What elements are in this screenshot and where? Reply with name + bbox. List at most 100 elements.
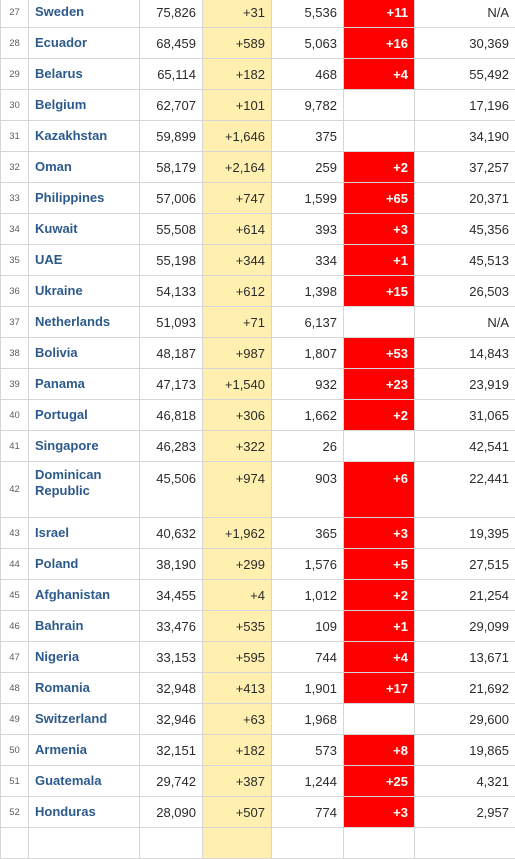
country-cell: Philippines [29, 183, 140, 214]
total-deaths-cell: 903 [272, 462, 344, 518]
new-cases-cell: +182 [203, 735, 272, 766]
rank-cell: 36 [1, 276, 29, 307]
country-cell: Armenia [29, 735, 140, 766]
country-cell: Kuwait [29, 214, 140, 245]
country-link[interactable]: Panama [35, 376, 85, 391]
new-deaths-cell: +23 [344, 369, 415, 400]
country-link[interactable]: Honduras [35, 804, 96, 819]
new-deaths-cell [344, 307, 415, 338]
rank-cell: 42 [1, 462, 29, 518]
total-cases-cell: 68,459 [140, 28, 203, 59]
country-link[interactable]: Poland [35, 556, 78, 571]
country-link[interactable]: Ecuador [35, 35, 87, 50]
country-link[interactable]: Afghanistan [35, 587, 110, 602]
new-deaths-cell: +3 [344, 797, 415, 828]
country-cell: Netherlands [29, 307, 140, 338]
new-deaths-cell: +65 [344, 183, 415, 214]
country-link[interactable]: Bolivia [35, 345, 78, 360]
country-link[interactable]: Dominican Republic [35, 467, 101, 498]
new-cases-cell: +4 [203, 580, 272, 611]
total-deaths-cell: 5,536 [272, 0, 344, 28]
new-cases-cell: +322 [203, 431, 272, 462]
table-row: 51 Guatemala 29,742 +387 1,244 +25 4,321 [1, 766, 515, 797]
recovered-cell: 14,843 [415, 338, 515, 369]
country-link[interactable]: Bahrain [35, 618, 83, 633]
recovered-cell: 45,356 [415, 214, 515, 245]
country-link[interactable]: Sweden [35, 4, 84, 19]
country-link[interactable]: Singapore [35, 438, 99, 453]
country-link[interactable]: UAE [35, 252, 62, 267]
total-deaths-cell: 1,662 [272, 400, 344, 431]
country-link[interactable]: Nigeria [35, 649, 79, 664]
country-link[interactable]: Belarus [35, 66, 83, 81]
total-cases-cell: 48,187 [140, 338, 203, 369]
new-deaths-cell: +15 [344, 276, 415, 307]
rank-cell: 33 [1, 183, 29, 214]
country-link[interactable]: Ukraine [35, 283, 83, 298]
country-link[interactable]: Portugal [35, 407, 88, 422]
country-link[interactable]: Netherlands [35, 314, 110, 329]
rank-cell: 29 [1, 59, 29, 90]
rank-cell: 43 [1, 518, 29, 549]
new-deaths-cell: +1 [344, 245, 415, 276]
country-link[interactable]: Israel [35, 525, 69, 540]
total-cases-cell: 46,283 [140, 431, 203, 462]
recovered-cell: 20,371 [415, 183, 515, 214]
new-cases-cell: +2,164 [203, 152, 272, 183]
total-deaths-cell: 26 [272, 431, 344, 462]
new-cases-cell: +507 [203, 797, 272, 828]
new-cases-cell: +1,646 [203, 121, 272, 152]
country-link[interactable]: Kazakhstan [35, 128, 107, 143]
country-link[interactable]: Guatemala [35, 773, 101, 788]
table-row: 36 Ukraine 54,133 +612 1,398 +15 26,503 [1, 276, 515, 307]
new-cases-cell: +595 [203, 642, 272, 673]
table-row: 39 Panama 47,173 +1,540 932 +23 23,919 [1, 369, 515, 400]
rank-cell: 47 [1, 642, 29, 673]
country-link[interactable]: Kuwait [35, 221, 78, 236]
table-row: 52 Honduras 28,090 +507 774 +3 2,957 [1, 797, 515, 828]
total-cases-cell [140, 828, 203, 859]
country-cell: Ecuador [29, 28, 140, 59]
country-link[interactable]: Switzerland [35, 711, 107, 726]
country-link[interactable]: Philippines [35, 190, 104, 205]
table-row: 31 Kazakhstan 59,899 +1,646 375 34,190 [1, 121, 515, 152]
rank-cell: 32 [1, 152, 29, 183]
new-cases-cell: +1,540 [203, 369, 272, 400]
recovered-cell: 37,257 [415, 152, 515, 183]
total-cases-cell: 65,114 [140, 59, 203, 90]
table-row: 34 Kuwait 55,508 +614 393 +3 45,356 [1, 214, 515, 245]
recovered-cell: 30,369 [415, 28, 515, 59]
country-cell: Bahrain [29, 611, 140, 642]
total-cases-cell: 33,476 [140, 611, 203, 642]
country-cell: Panama [29, 369, 140, 400]
total-deaths-cell: 932 [272, 369, 344, 400]
country-link[interactable]: Armenia [35, 742, 87, 757]
total-cases-cell: 62,707 [140, 90, 203, 121]
table-row: 32 Oman 58,179 +2,164 259 +2 37,257 [1, 152, 515, 183]
country-link[interactable]: Romania [35, 680, 90, 695]
country-cell: Oman [29, 152, 140, 183]
rank-cell: 49 [1, 704, 29, 735]
country-link[interactable]: Oman [35, 159, 72, 174]
total-cases-cell: 34,455 [140, 580, 203, 611]
table-row: 27 Sweden 75,826 +31 5,536 +11 N/A [1, 0, 515, 28]
new-cases-cell [203, 828, 272, 859]
new-deaths-cell: +4 [344, 59, 415, 90]
total-deaths-cell: 5,063 [272, 28, 344, 59]
new-deaths-cell [344, 121, 415, 152]
new-cases-cell: +387 [203, 766, 272, 797]
new-deaths-cell: +5 [344, 549, 415, 580]
country-link[interactable]: Belgium [35, 97, 86, 112]
country-cell [29, 828, 140, 859]
new-cases-cell: +987 [203, 338, 272, 369]
country-cell: Kazakhstan [29, 121, 140, 152]
total-deaths-cell: 774 [272, 797, 344, 828]
new-cases-cell: +31 [203, 0, 272, 28]
rank-cell: 50 [1, 735, 29, 766]
total-deaths-cell: 1,901 [272, 673, 344, 704]
rank-cell: 38 [1, 338, 29, 369]
new-deaths-cell: +11 [344, 0, 415, 28]
new-cases-cell: +63 [203, 704, 272, 735]
total-deaths-cell: 468 [272, 59, 344, 90]
